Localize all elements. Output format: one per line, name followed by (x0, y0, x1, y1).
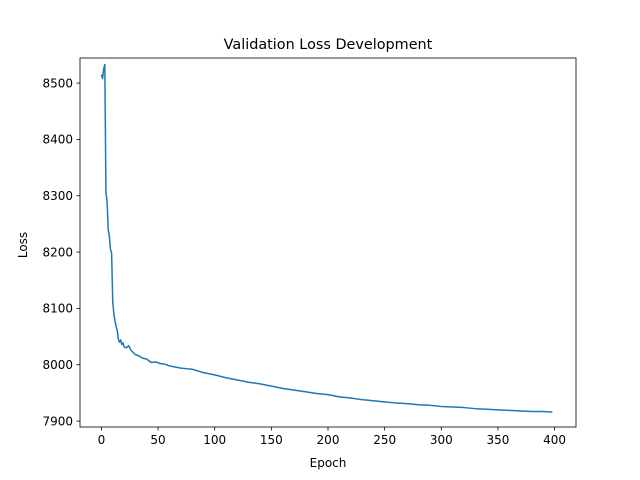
y-axis: 7900 8000 8100 8200 8300 8400 8500 (42, 76, 80, 428)
x-tick-label: 50 (150, 433, 165, 447)
x-axis: 0 50 100 150 200 250 300 350 400 (98, 427, 566, 447)
x-tick-label: 400 (543, 433, 566, 447)
y-tick-label: 8400 (42, 133, 73, 147)
y-tick-label: 8300 (42, 189, 73, 203)
plot-area (79, 57, 577, 428)
y-tick-label: 8000 (42, 358, 73, 372)
chart-title: Validation Loss Development (224, 37, 433, 53)
axes-frame (79, 57, 577, 428)
x-tick-label: 200 (317, 433, 340, 447)
series-line-0 (100, 63, 553, 413)
x-tick-label: 350 (486, 433, 509, 447)
y-tick-label: 8100 (42, 302, 73, 316)
x-tick-label: 300 (430, 433, 453, 447)
x-tick-label: 0 (98, 433, 106, 447)
x-tick-label: 100 (203, 433, 226, 447)
y-tick-label: 8200 (42, 245, 73, 259)
x-tick-label: 150 (260, 433, 283, 447)
y-axis-label: Loss (16, 232, 30, 258)
x-tick-label: 250 (373, 433, 396, 447)
y-tick-label: 7900 (42, 414, 73, 428)
x-axis-label: Epoch (310, 456, 347, 470)
y-tick-label: 8500 (42, 76, 73, 90)
